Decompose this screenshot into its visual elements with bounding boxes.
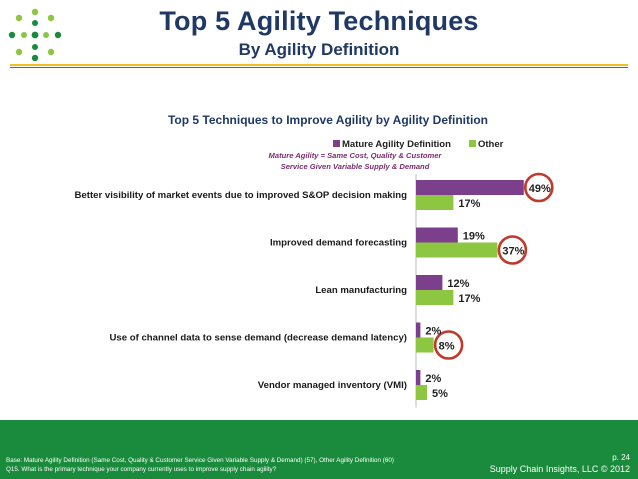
highlight-rings (433, 172, 554, 360)
bar-mature-0 (416, 180, 524, 195)
category-label-4: Vendor managed inventory (VMI) (258, 380, 407, 391)
data-label-mature-4: 2% (425, 373, 441, 385)
bar-mature-4 (416, 370, 421, 385)
slide-title: Top 5 Agility Techniques (159, 6, 479, 36)
legend-swatch-mature (333, 140, 340, 147)
data-label-other-1: 37% (502, 246, 524, 258)
legend-swatch-other (469, 140, 476, 147)
data-label-other-4: 5% (432, 388, 448, 400)
company-logo (8, 8, 62, 62)
bar-mature-1 (416, 227, 458, 243)
data-labels: 49% 17% 19% 37% 12% 17% 2% 8% 2% 5% (425, 183, 551, 400)
title-divider (10, 64, 628, 66)
definition-note-line-2: Service Given Variable Supply & Demand (281, 162, 430, 171)
data-label-mature-1: 19% (463, 231, 485, 243)
bar-other-1 (416, 242, 498, 258)
category-label-1: Improved demand forecasting (270, 238, 407, 249)
highlight-ring-other-1 (497, 235, 528, 265)
question-note: Q15. What is the primary technique your … (6, 466, 277, 473)
footer-bar: Base: Mature Agility Definition (Same Co… (0, 420, 638, 479)
chart-title: Top 5 Techniques to Improve Agility by A… (168, 113, 488, 127)
bar-chart: Top 5 Techniques to Improve Agility by A… (75, 113, 554, 408)
logo-dots-icon (8, 8, 62, 62)
category-label-3: Use of channel data to sense demand (dec… (109, 333, 407, 344)
category-label-2: Lean manufacturing (315, 285, 407, 296)
data-label-other-0: 17% (458, 198, 480, 210)
highlight-ring-other-3 (433, 330, 464, 360)
brand-credit: Supply Chain Insights, LLC © 2012 (489, 464, 630, 474)
data-label-mature-2: 12% (447, 278, 469, 290)
slide-subtitle: By Agility Definition (238, 40, 400, 59)
bar-other-3 (416, 337, 434, 353)
category-label-0: Better visibility of market events due t… (75, 190, 408, 201)
bar-mature-3 (416, 322, 421, 338)
bars-group (415, 174, 524, 408)
category-labels: Better visibility of market events due t… (75, 190, 408, 391)
bar-other-2 (416, 290, 454, 305)
data-label-mature-0: 49% (529, 183, 551, 195)
legend: Mature Agility Definition Other (333, 139, 504, 150)
bar-mature-2 (416, 275, 443, 290)
legend-label-other: Other (478, 139, 504, 150)
page-number: p. 24 (612, 453, 630, 462)
legend-label-mature: Mature Agility Definition (342, 139, 451, 150)
bar-other-4 (416, 385, 427, 400)
bar-other-0 (416, 195, 454, 210)
highlight-ring-mature-0 (523, 172, 554, 203)
data-label-other-2: 17% (458, 293, 480, 305)
data-label-mature-3: 2% (425, 326, 441, 338)
data-label-other-3: 8% (439, 341, 455, 353)
base-note: Base: Mature Agility Definition (Same Co… (6, 457, 395, 464)
definition-note-line-1: Mature Agility = Same Cost, Quality & Cu… (269, 151, 443, 160)
footer-notes: Base: Mature Agility Definition (Same Co… (6, 456, 476, 474)
title-divider-secondary (10, 67, 628, 68)
